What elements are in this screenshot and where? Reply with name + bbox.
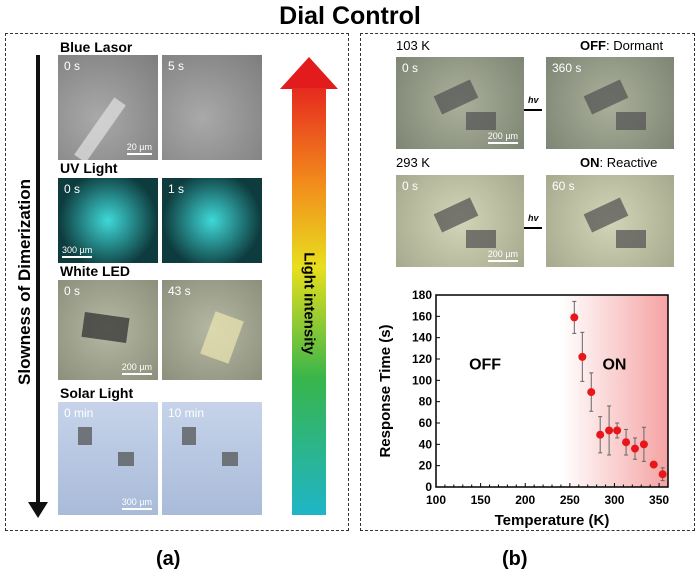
- row-label: Blue Lasor: [60, 39, 133, 55]
- slowness-arrowhead-icon: [28, 502, 48, 518]
- micrograph: 1 s: [162, 178, 262, 263]
- timestamp: 0 s: [402, 179, 419, 193]
- temperature-label: 103 K: [396, 38, 430, 53]
- micrograph: 0 s 300 µm: [58, 178, 158, 263]
- timestamp: 10 min: [168, 406, 205, 420]
- response-time-chart: 0 20 40 60 80 100 120 140 160 180 100 150 200 250 300 3…: [377, 288, 669, 529]
- y-tick-label: 80: [419, 395, 433, 409]
- timestamp: 0 s: [64, 182, 81, 196]
- y-tick-label: 0: [425, 480, 432, 494]
- timestamp: 0 s: [64, 59, 81, 73]
- timestamp: 0 s: [402, 61, 419, 75]
- scale-bar: 300 µm: [62, 245, 93, 258]
- y-tick-label: 180: [412, 288, 432, 302]
- data-point: [649, 460, 658, 469]
- data-point: [570, 313, 579, 322]
- data-point: [630, 444, 639, 453]
- x-tick-label: 350: [649, 493, 669, 507]
- row-label: Solar Light: [60, 385, 134, 401]
- x-tick-label: 250: [560, 493, 580, 507]
- state-label: ON: Reactive: [580, 155, 658, 170]
- data-point: [613, 426, 622, 435]
- slowness-label: Slowness of Dimerization: [15, 179, 34, 385]
- temperature-label: 293 K: [396, 155, 430, 170]
- data-point: [578, 352, 587, 361]
- y-tick-label: 20: [419, 459, 433, 473]
- data-point: [658, 470, 667, 479]
- x-tick-label: 100: [426, 493, 446, 507]
- y-tick-label: 60: [419, 416, 433, 430]
- timestamp: 5 s: [168, 59, 185, 73]
- micrograph: 60 s: [546, 175, 674, 267]
- micrograph: 0 s 20 µm: [58, 55, 158, 160]
- micrograph: 10 min: [162, 402, 262, 515]
- x-tick-label: 150: [471, 493, 491, 507]
- arrow-icon: [524, 227, 542, 229]
- scale-bar: 200 µm: [487, 131, 518, 144]
- scale-bar: 200 µm: [121, 362, 152, 375]
- intensity-label: Light intensity: [300, 252, 318, 355]
- x-axis-label: Temperature (K): [495, 512, 610, 529]
- y-tick-label: 40: [419, 437, 433, 451]
- data-point: [639, 440, 648, 449]
- panel-b-frame: [360, 33, 695, 531]
- slowness-arrow: [36, 55, 40, 505]
- y-axis-label: Response Time (s): [377, 324, 394, 457]
- intensity-arrowhead-icon: [280, 57, 338, 89]
- panel-b-caption: (b): [502, 548, 528, 570]
- y-tick-label: 120: [412, 352, 432, 366]
- scale-bar: 300 µm: [121, 497, 152, 510]
- row-label: White LED: [60, 263, 130, 279]
- row-label: UV Light: [60, 160, 118, 176]
- hv-label: hv: [528, 213, 539, 223]
- data-point: [622, 438, 631, 447]
- data-point: [587, 388, 596, 397]
- y-tick-label: 140: [412, 331, 432, 345]
- panel-a-caption: (a): [156, 548, 181, 570]
- x-tick-label: 300: [604, 493, 624, 507]
- intensity-gradient-bar: [292, 88, 326, 515]
- data-point: [596, 430, 605, 439]
- off-annotation: OFF: [469, 357, 501, 374]
- micrograph: 43 s: [162, 280, 262, 380]
- scale-bar: 20 µm: [126, 142, 152, 155]
- panel-a-frame: [5, 33, 349, 531]
- timestamp: 43 s: [168, 284, 191, 298]
- micrograph: 5 s: [162, 55, 262, 160]
- x-tick-label: 200: [515, 493, 535, 507]
- timestamp: 360 s: [552, 61, 582, 75]
- scale-bar: 200 µm: [487, 249, 518, 262]
- figure-title: Dial Control: [279, 2, 421, 30]
- timestamp: 60 s: [552, 179, 575, 193]
- micrograph: 0 s 200 µm: [396, 175, 524, 267]
- arrow-icon: [524, 109, 542, 111]
- data-point: [605, 426, 614, 435]
- timestamp: 1 s: [168, 182, 185, 196]
- on-region-shading: [560, 295, 668, 487]
- y-tick-label: 160: [412, 309, 432, 323]
- timestamp: 0 s: [64, 284, 81, 298]
- timestamp: 0 min: [64, 406, 94, 420]
- micrograph: 0 s 200 µm: [58, 280, 158, 380]
- micrograph: 0 min 300 µm: [58, 402, 158, 515]
- micrograph: 360 s: [546, 57, 674, 149]
- on-annotation: ON: [602, 357, 626, 374]
- micrograph: 0 s 200 µm: [396, 57, 524, 149]
- state-label: OFF: Dormant: [580, 38, 664, 53]
- y-tick-label: 100: [412, 373, 432, 387]
- hv-label: hv: [528, 95, 539, 105]
